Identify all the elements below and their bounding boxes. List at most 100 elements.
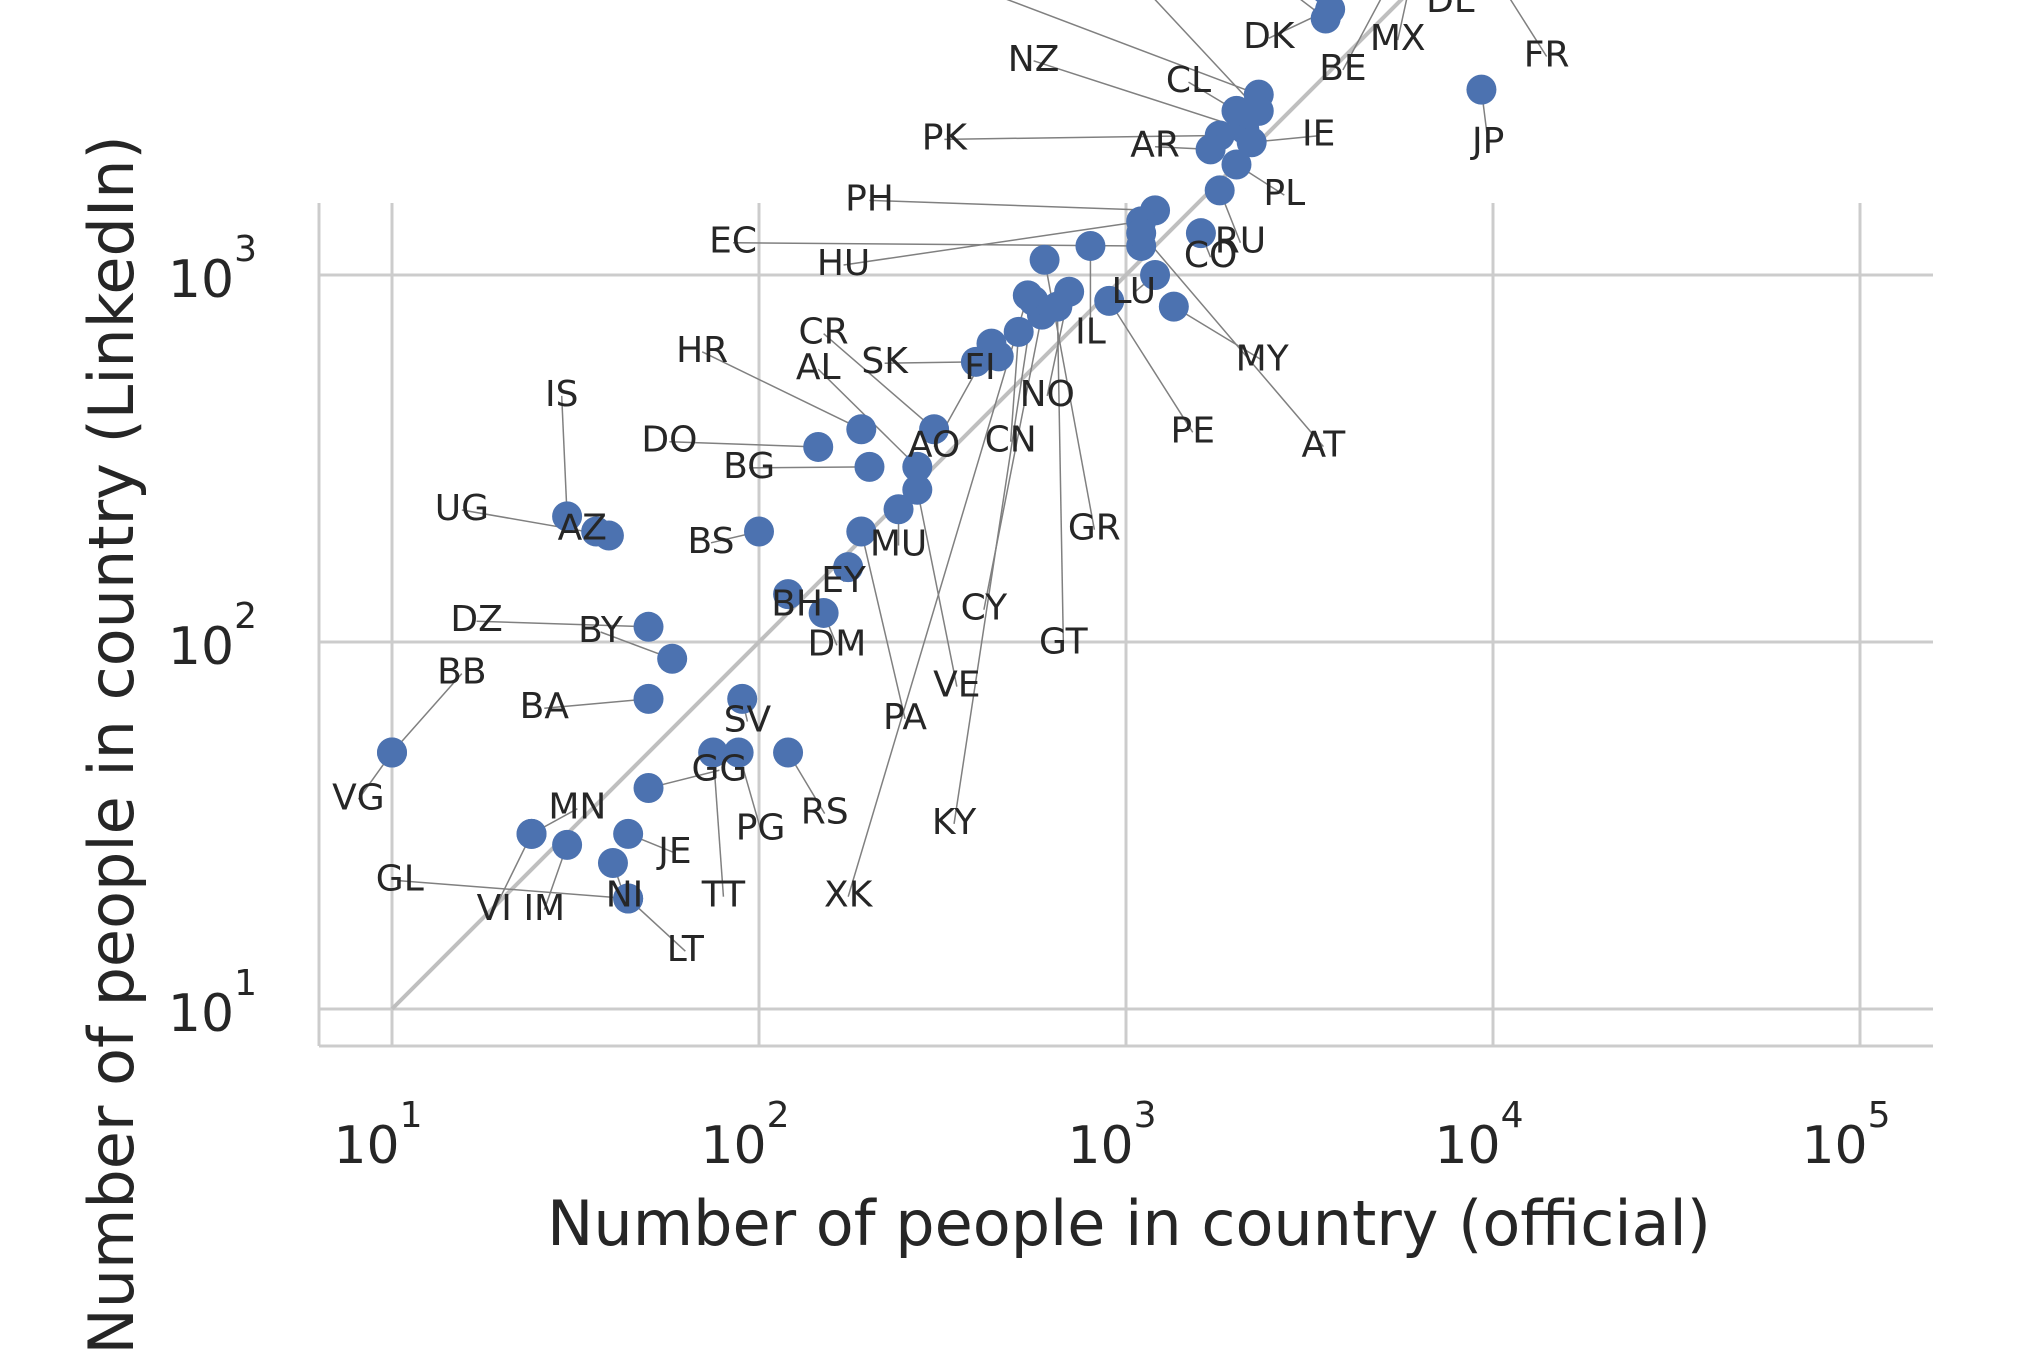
data-point	[803, 431, 834, 462]
point-label: CR	[799, 312, 849, 353]
point-label: XK	[824, 875, 874, 916]
point-label: IS	[545, 374, 578, 415]
leader-line	[1396, 0, 1408, 41]
leader-line	[1056, 306, 1065, 644]
y-tick-exponent: 1	[234, 963, 257, 1004]
point-label: DZ	[450, 599, 502, 640]
point-label: BY	[578, 610, 624, 651]
data-point	[633, 683, 664, 714]
leader-line	[1342, 0, 1382, 71]
data-point	[613, 818, 644, 849]
point-label: GR	[1068, 508, 1121, 549]
data-point	[773, 579, 804, 610]
leader-line	[869, 199, 1156, 212]
data-point	[1003, 316, 1034, 347]
leader-line	[1108, 300, 1194, 433]
leader-line	[749, 466, 870, 469]
leader-line	[860, 531, 906, 719]
data-point	[633, 773, 664, 804]
point-label: CY	[961, 588, 1009, 629]
point-label: HR	[676, 330, 728, 371]
data-point	[902, 474, 933, 505]
point-label: KY	[932, 802, 977, 843]
y-tick-base: 10	[168, 984, 234, 1044]
data-point	[633, 611, 664, 642]
point-label-layer: USGBCAESNLAUITBRCHZAMXDEBEFRJPDKROAENZCL…	[332, 0, 1569, 970]
point-label: BE	[1319, 48, 1366, 89]
data-point	[1221, 95, 1252, 126]
data-point	[1140, 260, 1171, 290]
data-point	[1126, 218, 1157, 249]
point-label: SV	[724, 700, 772, 741]
point-label: MX	[1370, 18, 1426, 59]
data-point	[552, 829, 583, 860]
reference-line-layer	[390, 0, 1404, 1011]
point-layer	[377, 0, 1497, 914]
point-label: BS	[688, 521, 735, 562]
point-label: PA	[883, 697, 927, 738]
data-point	[846, 414, 877, 445]
y-tick-base: 10	[168, 250, 234, 310]
leader-line	[843, 220, 1142, 266]
leader-line	[884, 361, 976, 364]
leader-line	[953, 300, 1035, 825]
reference-line	[390, 0, 1404, 1011]
point-label: PL	[1263, 173, 1305, 214]
y-tick-label: 102	[168, 596, 257, 677]
point-label: BB	[437, 652, 486, 693]
point-label: IL	[1075, 312, 1106, 353]
leader-line	[1006, 0, 1260, 96]
x-tick-base: 10	[1067, 1116, 1133, 1176]
data-point	[1094, 285, 1125, 316]
data-point	[1221, 149, 1252, 180]
point-label: IM	[523, 888, 565, 929]
y-tick-label: 101	[168, 963, 257, 1044]
point-label: PG	[736, 807, 786, 848]
point-label: BH	[771, 584, 823, 625]
data-point	[698, 737, 729, 768]
leader-line	[1509, 0, 1548, 57]
leader-line	[1009, 331, 1020, 442]
data-point	[613, 883, 644, 914]
leader-line	[916, 489, 958, 687]
x-tick-label: 102	[700, 1095, 789, 1176]
point-label: LU	[1111, 271, 1156, 312]
point-label: IE	[1302, 114, 1335, 155]
x-tick-exponent: 3	[1134, 1095, 1157, 1136]
x-tick-exponent: 5	[1868, 1095, 1891, 1136]
axis-layer: 101102103104105101102103104105	[168, 203, 1933, 1176]
data-point	[727, 683, 758, 714]
data-point	[854, 451, 885, 482]
point-label: CO	[1184, 235, 1237, 276]
data-point	[960, 346, 991, 377]
data-point	[808, 597, 839, 628]
y-axis-title: Number of people in country (LinkedIn)	[75, 135, 148, 1350]
leader-line	[733, 241, 1142, 247]
point-label: PH	[845, 178, 894, 219]
leader-line	[669, 440, 819, 448]
leader-line	[944, 134, 1220, 141]
leader-line	[1140, 232, 1324, 448]
point-label: CL	[1166, 60, 1211, 101]
leader-line	[1173, 305, 1263, 361]
leader-line	[1154, 0, 1260, 112]
point-label: AZ	[558, 508, 607, 549]
y-tick-exponent: 3	[234, 229, 257, 270]
data-point	[1029, 244, 1060, 275]
point-label: GT	[1039, 622, 1089, 663]
data-point	[1315, 0, 1346, 25]
point-label: BA	[520, 686, 570, 727]
point-label: RU	[1215, 221, 1266, 262]
data-point	[657, 643, 688, 674]
point-label: HU	[817, 243, 870, 284]
data-point	[773, 737, 804, 768]
point-label: BG	[723, 446, 775, 487]
y-tick-base: 10	[168, 617, 234, 677]
point-label: MU	[870, 524, 927, 565]
point-label: NO	[1020, 374, 1075, 415]
data-point	[1195, 134, 1226, 165]
x-tick-label: 105	[1801, 1095, 1890, 1176]
leader-line	[399, 879, 629, 900]
